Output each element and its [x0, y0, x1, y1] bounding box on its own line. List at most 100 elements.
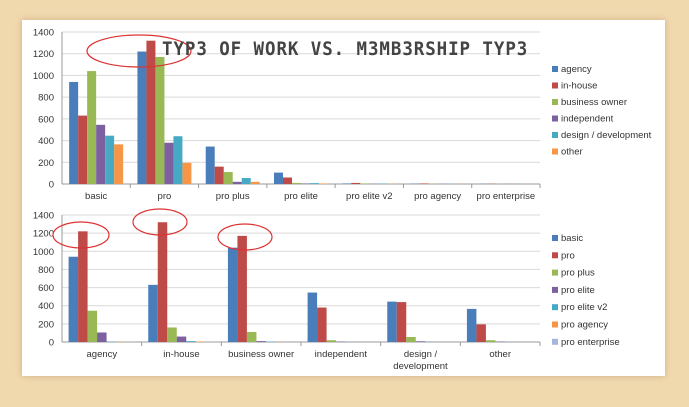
x-tick-label: agency: [87, 349, 118, 360]
x-tick-label: pro elite v2: [346, 191, 392, 202]
bar-business-owner: [223, 172, 233, 184]
bar-independent: [164, 142, 174, 184]
x-tick-label: basic: [85, 191, 107, 202]
legend-label: pro: [561, 250, 575, 261]
bar-business-owner: [292, 182, 301, 184]
bar-in-house: [351, 182, 361, 184]
x-tick-label: business owner: [228, 349, 294, 360]
bar-basic: [227, 247, 238, 342]
bar-independent: [96, 124, 106, 184]
bar-business-owner: [155, 56, 165, 184]
legend-label: independent: [561, 114, 614, 125]
bar-pro-plus: [485, 340, 496, 342]
legend-label: other: [561, 147, 583, 158]
legend-swatch: [552, 304, 558, 311]
bar-basic: [307, 292, 318, 342]
legend-label: agency: [561, 64, 592, 75]
legend-label: pro agency: [561, 320, 608, 331]
legend-swatch: [552, 115, 558, 122]
bar-in-house: [78, 115, 88, 184]
x-tick-label: pro elite: [284, 191, 318, 202]
bar-pro: [396, 302, 407, 342]
bar-other: [250, 181, 260, 184]
legend-swatch: [552, 286, 558, 293]
highlight-ellipse: [86, 34, 192, 68]
x-tick-label: pro plus: [216, 191, 250, 202]
legend-swatch: [552, 321, 558, 328]
bar-pro-elite: [176, 336, 187, 342]
legend-label: basic: [561, 233, 583, 244]
legend-swatch: [552, 148, 558, 155]
y-tick-label: 0: [49, 180, 54, 191]
bar-design-development: [105, 135, 115, 184]
y-tick-label: 1400: [33, 28, 54, 39]
y-tick-label: 600: [38, 283, 54, 294]
bar-other: [182, 162, 192, 184]
bar-agency: [205, 146, 215, 184]
bar-independent: [301, 183, 310, 184]
y-tick-label: 800: [38, 93, 54, 104]
highlight-ellipse: [132, 208, 188, 236]
bar-basic: [148, 284, 158, 342]
legend-label: design / development: [561, 130, 652, 141]
bar-agency: [342, 183, 352, 184]
bar-design-development: [310, 183, 319, 184]
legend-swatch: [552, 252, 558, 259]
y-tick-label: 1000: [33, 71, 54, 82]
bar-design-development: [173, 136, 183, 184]
bar-pro-plus: [246, 332, 257, 342]
bar-pro-plus: [406, 337, 416, 342]
bar-agency: [69, 81, 79, 184]
bar-in-house: [146, 40, 156, 184]
y-tick-label: 800: [38, 265, 54, 276]
y-tick-label: 200: [38, 158, 54, 169]
bar-pro-elite: [256, 341, 266, 342]
bar-independent: [232, 181, 242, 184]
y-tick-label: 400: [38, 136, 54, 147]
x-tick-label: independent: [315, 349, 368, 360]
x-tick-label: pro enterprise: [477, 191, 536, 202]
y-tick-label: 400: [38, 301, 54, 312]
bar-other: [114, 144, 124, 184]
bar-basic: [466, 308, 477, 342]
bar-pro: [78, 231, 88, 342]
y-tick-label: 1000: [33, 247, 54, 258]
legend-swatch: [552, 82, 558, 89]
legend-label: pro plus: [561, 268, 595, 279]
y-tick-label: 1200: [33, 229, 54, 240]
x-tick-label: in-house: [163, 349, 199, 360]
chart-card: [22, 20, 665, 376]
chart-title: TYP3 OF WORK VS. M3MB3RSHIP TYP3: [162, 38, 529, 60]
legend-swatch: [552, 66, 558, 72]
x-tick-label: design /: [404, 349, 438, 360]
bar-in-house: [283, 177, 292, 184]
bar-pro-elite-v2: [186, 341, 196, 342]
legend-swatch: [552, 99, 558, 105]
bar-pro: [237, 235, 247, 342]
bar-other: [319, 183, 328, 184]
highlight-ellipse: [52, 221, 110, 249]
bar-business-owner: [360, 183, 370, 184]
bar-pro-elite: [97, 332, 107, 342]
legend-swatch: [552, 338, 558, 345]
x-tick-label: other: [489, 349, 511, 360]
y-tick-label: 1400: [33, 211, 54, 222]
legend-label: pro elite v2: [561, 302, 607, 313]
legend-swatch: [552, 132, 558, 138]
x-tick-label: pro agency: [414, 191, 461, 202]
bar-business-owner: [87, 71, 97, 184]
bar-pro: [317, 307, 327, 342]
bar-agency: [274, 172, 283, 184]
y-tick-label: 200: [38, 319, 54, 330]
bar-pro-elite: [415, 341, 426, 342]
y-tick-label: 1200: [33, 49, 54, 60]
bar-in-house: [419, 183, 429, 184]
legend-swatch: [552, 235, 558, 241]
legend-label: pro enterprise: [561, 337, 620, 348]
bar-in-house: [214, 166, 224, 184]
y-tick-label: 600: [38, 114, 54, 125]
bar-pro: [476, 324, 486, 342]
y-tick-label: 0: [49, 338, 54, 349]
bar-basic: [68, 256, 79, 342]
